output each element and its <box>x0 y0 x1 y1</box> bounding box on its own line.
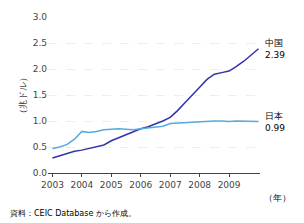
svg-text:0.5: 0.5 <box>33 142 47 152</box>
svg-text:（兆ドル）: （兆ドル） <box>18 73 28 118</box>
svg-text:3.0: 3.0 <box>33 12 48 22</box>
svg-text:2006: 2006 <box>129 180 152 190</box>
svg-text:日本0.99: 日本0.99 <box>265 111 285 133</box>
svg-text:2007: 2007 <box>159 180 182 190</box>
svg-text:中国2.39: 中国2.39 <box>265 38 285 60</box>
svg-text:2009: 2009 <box>218 180 241 190</box>
svg-text:（年）: （年） <box>264 193 291 203</box>
svg-text:2008: 2008 <box>188 180 211 190</box>
svg-text:2005: 2005 <box>100 180 123 190</box>
svg-text:1.5: 1.5 <box>33 90 47 100</box>
svg-text:1.0: 1.0 <box>33 116 48 126</box>
svg-text:2.0: 2.0 <box>33 64 48 74</box>
svg-text:資料：CEIC Database から作成。: 資料：CEIC Database から作成。 <box>10 209 136 218</box>
svg-text:2004: 2004 <box>70 180 93 190</box>
svg-text:2003: 2003 <box>41 180 64 190</box>
svg-text:2.5: 2.5 <box>33 38 47 48</box>
svg-text:0.0: 0.0 <box>33 168 48 178</box>
